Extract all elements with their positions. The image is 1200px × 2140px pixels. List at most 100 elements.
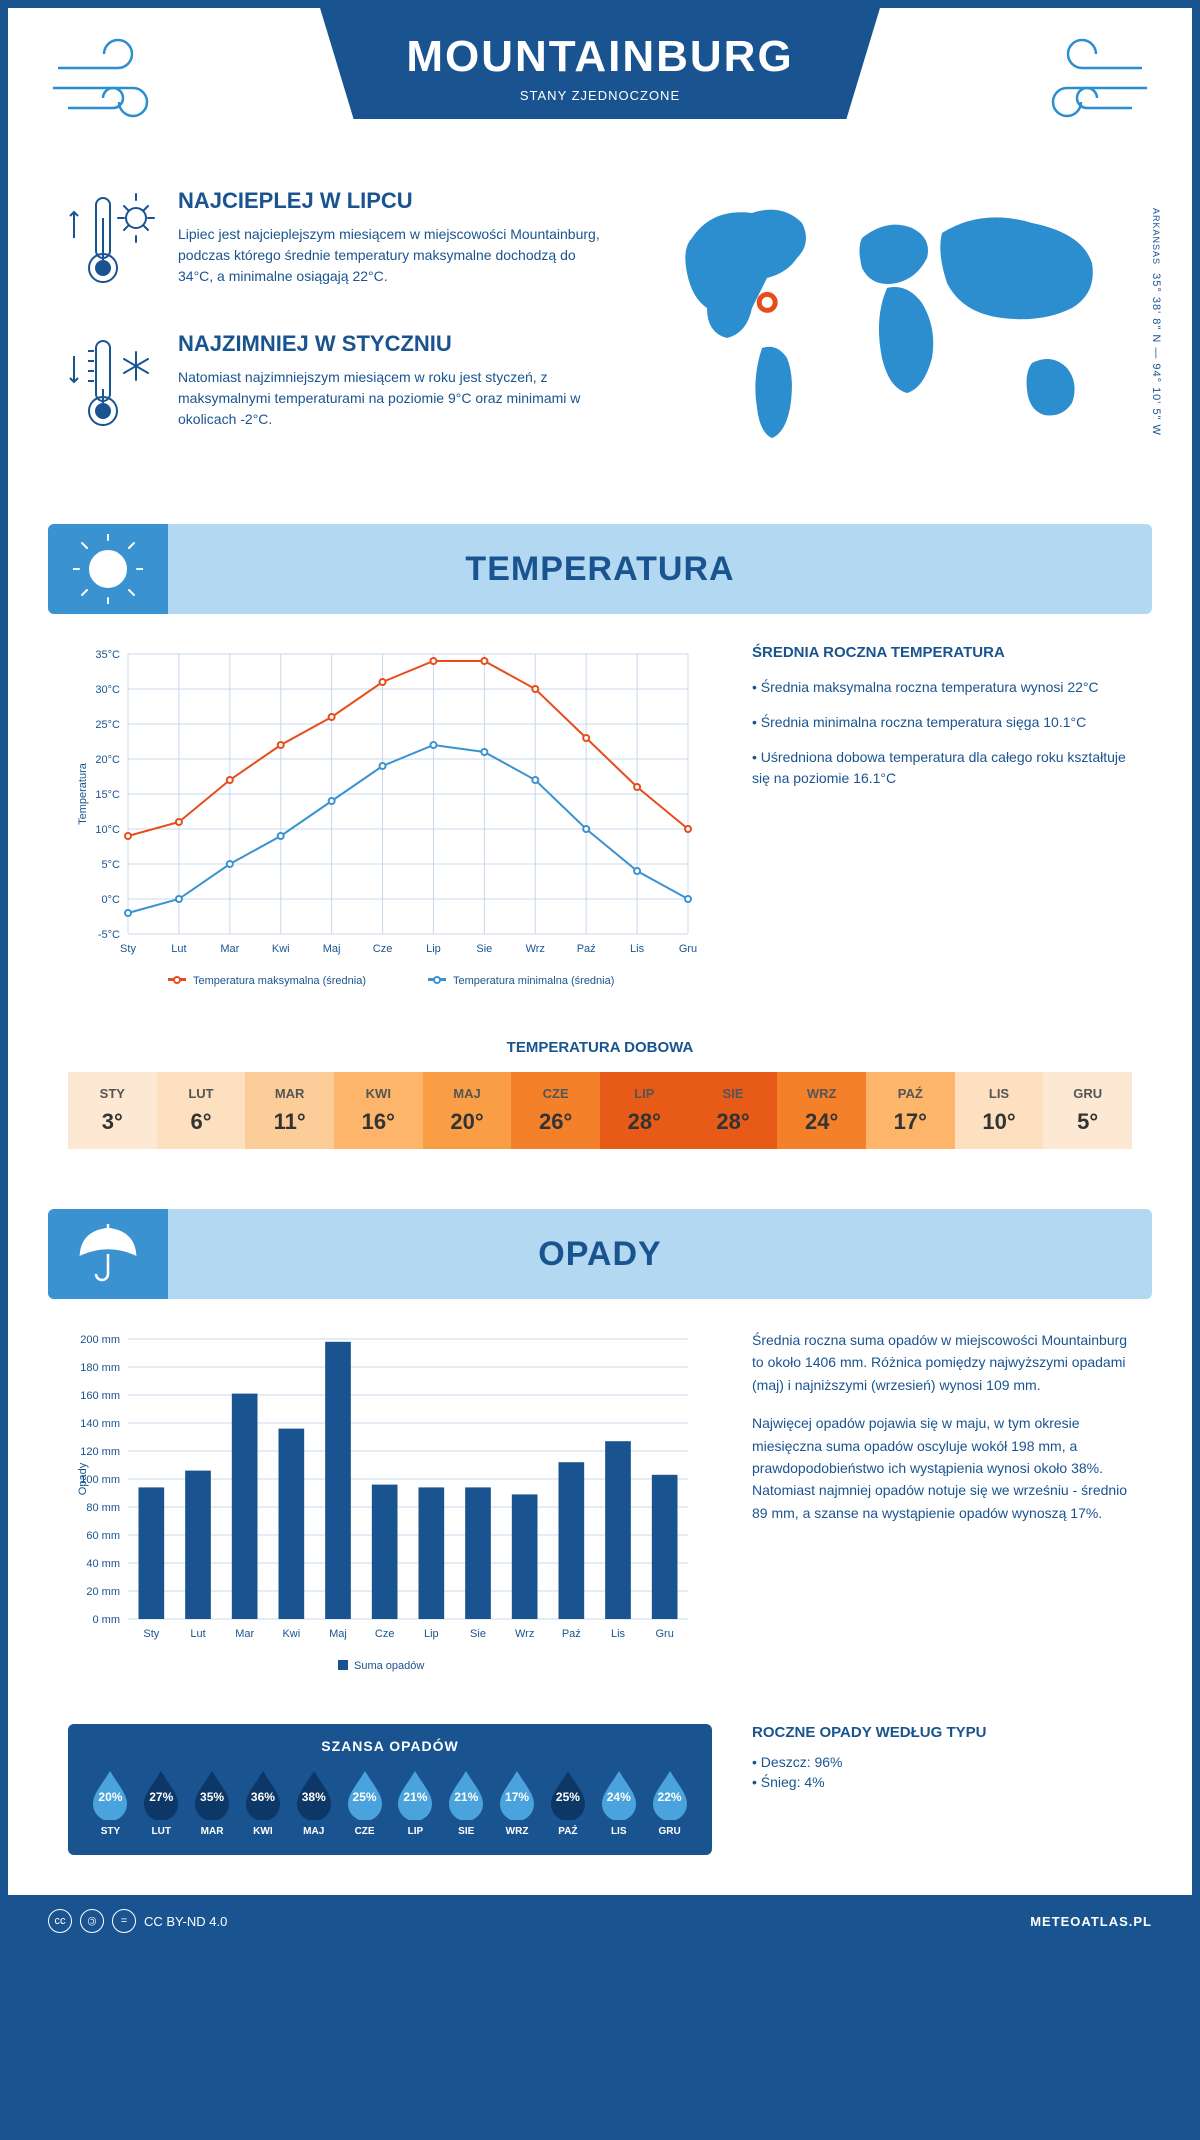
daily-temp-cell: MAR11° <box>245 1072 334 1149</box>
svg-text:Paź: Paź <box>577 943 596 955</box>
chance-drop: 22%GRU <box>647 1768 692 1837</box>
title-ribbon: MOUNTAINBURG STANY ZJEDNOCZONE <box>320 8 880 119</box>
svg-text:Wrz: Wrz <box>515 1628 534 1640</box>
coldest-body: Natomiast najzimniejszym miesiącem w rok… <box>178 367 612 430</box>
daily-temp-cell: GRU5° <box>1043 1072 1132 1149</box>
svg-text:180 mm: 180 mm <box>80 1362 120 1374</box>
header: MOUNTAINBURG STANY ZJEDNOCZONE <box>8 8 1192 188</box>
country-subtitle: STANY ZJEDNOCZONE <box>320 88 880 103</box>
temp-bullet: Średnia maksymalna roczna temperatura wy… <box>752 677 1132 698</box>
precipitation-by-type: ROCZNE OPADY WEDŁUG TYPU • Deszcz: 96%• … <box>752 1724 1132 1855</box>
coords-value: 35° 38' 8" N — 94° 10' 5" W <box>1150 273 1162 436</box>
chance-drop: 25%PAŹ <box>545 1768 590 1837</box>
svg-text:Gru: Gru <box>655 1628 673 1640</box>
svg-text:35°C: 35°C <box>95 649 120 661</box>
precipitation-chance-panel: SZANSA OPADÓW 20%STY27%LUT35%MAR36%KWI38… <box>68 1724 712 1855</box>
svg-text:Mar: Mar <box>235 1628 254 1640</box>
svg-text:Sty: Sty <box>143 1628 159 1640</box>
chance-drop: 17%WRZ <box>495 1768 540 1837</box>
svg-text:Cze: Cze <box>373 943 393 955</box>
svg-text:Lut: Lut <box>171 943 186 955</box>
chance-drop: 21%LIP <box>393 1768 438 1837</box>
svg-text:Opady: Opady <box>77 1462 89 1495</box>
svg-text:0°C: 0°C <box>102 894 121 906</box>
svg-text:0 mm: 0 mm <box>93 1614 121 1626</box>
cc-icon: cc <box>48 1909 72 1933</box>
nd-icon: = <box>112 1909 136 1933</box>
daily-temp-cell: WRZ24° <box>777 1072 866 1149</box>
svg-text:60 mm: 60 mm <box>86 1530 120 1542</box>
coldest-heading: NAJZIMNIEJ W STYCZNIU <box>178 331 612 357</box>
precipitation-bar-chart: 0 mm20 mm40 mm60 mm80 mm100 mm120 mm140 … <box>68 1329 712 1694</box>
chance-drop: 20%STY <box>88 1768 133 1837</box>
daily-temp-cell: LUT6° <box>157 1072 246 1149</box>
svg-text:Temperatura: Temperatura <box>77 762 89 825</box>
warmest-heading: NAJCIEPLEJ W LIPCU <box>178 188 612 214</box>
chance-drop: 38%MAJ <box>291 1768 336 1837</box>
daily-temp-cell: STY3° <box>68 1072 157 1149</box>
svg-text:Wrz: Wrz <box>526 943 545 955</box>
svg-text:Kwi: Kwi <box>282 1628 300 1640</box>
chance-drop: 24%LIS <box>596 1768 641 1837</box>
license-text: CC BY-ND 4.0 <box>144 1914 227 1929</box>
svg-text:5°C: 5°C <box>102 859 121 871</box>
svg-text:20°C: 20°C <box>95 754 120 766</box>
coordinates: ARKANSAS 35° 38' 8" N — 94° 10' 5" W <box>1150 208 1162 436</box>
svg-text:Lip: Lip <box>426 943 441 955</box>
thermometer-cold-icon <box>68 331 158 446</box>
daily-temp-cell: LIP28° <box>600 1072 689 1149</box>
warmest-body: Lipiec jest najcieplejszym miesiącem w m… <box>178 224 612 287</box>
chance-drop: 25%CZE <box>342 1768 387 1837</box>
svg-text:140 mm: 140 mm <box>80 1418 120 1430</box>
svg-text:10°C: 10°C <box>95 824 120 836</box>
svg-text:Kwi: Kwi <box>272 943 290 955</box>
daily-temp-cell: SIE28° <box>689 1072 778 1149</box>
svg-text:Paź: Paź <box>562 1628 581 1640</box>
svg-text:15°C: 15°C <box>95 789 120 801</box>
svg-text:Lut: Lut <box>190 1628 205 1640</box>
daily-temp-cell: LIS10° <box>955 1072 1044 1149</box>
precipitation-section-header: OPADY <box>48 1209 1152 1299</box>
temperature-line-chart: -5°C0°C5°C10°C15°C20°C25°C30°C35°CStyLut… <box>68 644 712 1009</box>
sun-icon <box>48 524 168 614</box>
temperature-summary: ŚREDNIA ROCZNA TEMPERATURA Średnia maksy… <box>752 644 1132 1009</box>
svg-text:Cze: Cze <box>375 1628 395 1640</box>
wind-icon <box>48 38 178 133</box>
svg-text:80 mm: 80 mm <box>86 1502 120 1514</box>
svg-text:Lip: Lip <box>424 1628 439 1640</box>
svg-text:Lis: Lis <box>630 943 645 955</box>
wind-icon <box>1022 38 1152 133</box>
thermometer-hot-icon <box>68 188 158 303</box>
svg-text:200 mm: 200 mm <box>80 1334 120 1346</box>
svg-text:Sie: Sie <box>470 1628 486 1640</box>
svg-text:20 mm: 20 mm <box>86 1586 120 1598</box>
chance-heading: SZANSA OPADÓW <box>88 1738 692 1754</box>
temp-bullet: Uśredniona dobowa temperatura dla całego… <box>752 747 1132 789</box>
daily-temp-cell: PAŹ17° <box>866 1072 955 1149</box>
temperature-section-header: TEMPERATURA <box>48 524 1152 614</box>
daily-temp-cell: MAJ20° <box>423 1072 512 1149</box>
precip-paragraph: Najwięcej opadów pojawia się w maju, w t… <box>752 1412 1132 1524</box>
svg-text:Suma opadów: Suma opadów <box>354 1660 424 1672</box>
svg-text:Mar: Mar <box>220 943 239 955</box>
svg-text:25°C: 25°C <box>95 719 120 731</box>
license-block: cc 🄯 = CC BY-ND 4.0 <box>48 1909 227 1933</box>
chance-drop: 21%SIE <box>444 1768 489 1837</box>
chance-drop: 35%MAR <box>190 1768 235 1837</box>
temp-bullet: Średnia minimalna roczna temperatura się… <box>752 712 1132 733</box>
umbrella-icon <box>48 1209 168 1299</box>
svg-text:Gru: Gru <box>679 943 697 955</box>
temp-summary-heading: ŚREDNIA ROCZNA TEMPERATURA <box>752 644 1132 661</box>
daily-temp-cell: KWI16° <box>334 1072 423 1149</box>
svg-text:Sty: Sty <box>120 943 136 955</box>
by-type-heading: ROCZNE OPADY WEDŁUG TYPU <box>752 1724 1132 1741</box>
svg-text:160 mm: 160 mm <box>80 1390 120 1402</box>
site-name: METEOATLAS.PL <box>1030 1914 1152 1929</box>
by-icon: 🄯 <box>80 1909 104 1933</box>
svg-text:-5°C: -5°C <box>98 929 120 941</box>
daily-temp-cell: CZE26° <box>511 1072 600 1149</box>
precipitation-title: OPADY <box>538 1235 661 1274</box>
coldest-block: NAJZIMNIEJ W STYCZNIU Natomiast najzimni… <box>68 331 612 446</box>
daily-temp-heading: TEMPERATURA DOBOWA <box>68 1039 1132 1056</box>
svg-text:120 mm: 120 mm <box>80 1446 120 1458</box>
